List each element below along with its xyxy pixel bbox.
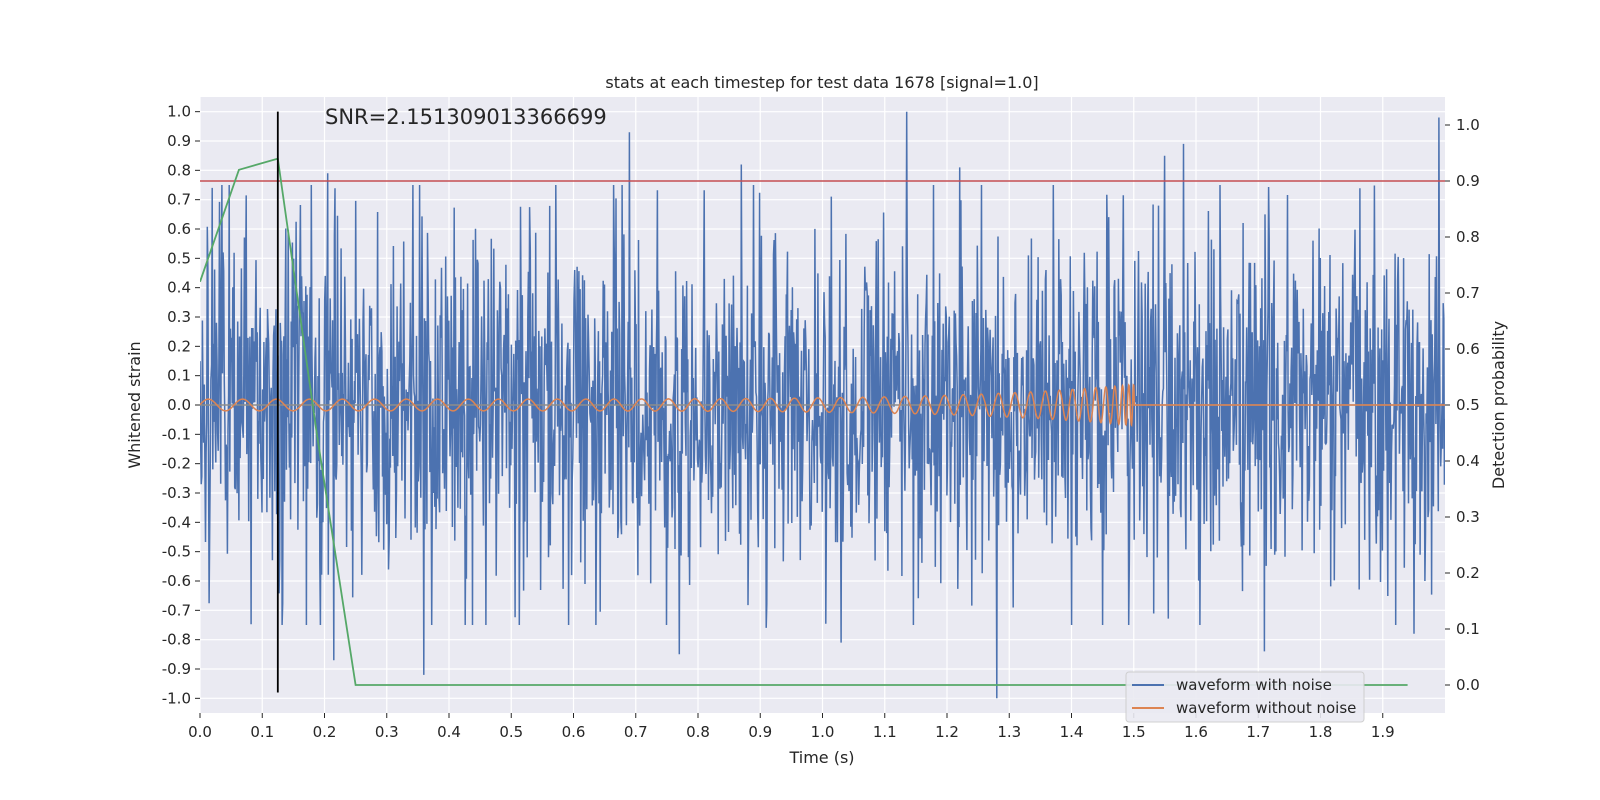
legend: waveform with noise waveform without noi… [1125, 671, 1365, 723]
legend-box [1125, 671, 1365, 723]
legend-label-noise: waveform with noise [1176, 676, 1332, 694]
x-tick-label: 0.2 [313, 723, 337, 741]
y-tick-label: -0.1 [162, 425, 191, 443]
series-waveform-without-noise [200, 383, 1445, 428]
y-axis-ticks: 1.0 0.9 0.8 0.7 0.6 0.5 0.4 0.3 0.2 0.1 0.0 -0.1 -0.… [162, 103, 200, 707]
y-tick-label: -0.3 [162, 484, 191, 502]
x-axis-ticks: 0.0 0.1 0.2 0.3 0.4 0.5 0.6 0.7 0.8 0.9 1.0 1.1 1.2 1… [188, 713, 1395, 741]
y2-tick-label: 0.0 [1456, 676, 1480, 694]
y-tick-label: 0.0 [167, 396, 191, 414]
x-tick-label: 0.9 [748, 723, 772, 741]
y-tick-label: -0.7 [162, 601, 191, 619]
x-tick-label: 1.3 [997, 723, 1021, 741]
y-tick-label: -0.8 [162, 631, 191, 649]
y2-tick-label: 0.9 [1456, 172, 1480, 190]
y2-tick-label: 0.2 [1456, 564, 1480, 582]
y-tick-label: -0.4 [162, 513, 191, 531]
legend-label-clean: waveform without noise [1176, 699, 1356, 717]
x-tick-label: 0.4 [437, 723, 461, 741]
x-tick-label: 1.6 [1184, 723, 1208, 741]
y-tick-label: 0.5 [167, 249, 191, 267]
series-layer [200, 111, 1445, 699]
y-tick-label: 0.2 [167, 337, 191, 355]
snr-annotation: SNR=2.151309013366699 [325, 105, 607, 129]
y-tick-label: 0.4 [167, 279, 191, 297]
x-tick-label: 0.6 [562, 723, 586, 741]
y-tick-label: 0.7 [167, 191, 191, 209]
y-tick-label: 1.0 [167, 103, 191, 121]
chart-title: stats at each timestep for test data 167… [605, 73, 1038, 92]
y2-axis-label: Detection probability [1489, 321, 1508, 489]
series-detection-probability [200, 157, 1408, 686]
y-tick-label: 0.3 [167, 308, 191, 326]
x-tick-label: 1.7 [1246, 723, 1270, 741]
x-tick-label: 1.5 [1122, 723, 1146, 741]
y2-tick-label: 0.3 [1456, 508, 1480, 526]
y2-tick-label: 0.5 [1456, 396, 1480, 414]
y-tick-label: -0.5 [162, 543, 191, 561]
x-tick-label: 1.2 [935, 723, 959, 741]
x-tick-label: 1.9 [1371, 723, 1395, 741]
y-tick-label: 0.1 [167, 367, 191, 385]
y-tick-label: 0.9 [167, 132, 191, 150]
y-tick-label: -0.6 [162, 572, 191, 590]
y2-tick-label: 0.7 [1456, 284, 1480, 302]
x-tick-label: 0.0 [188, 723, 212, 741]
x-tick-label: 1.4 [1060, 723, 1084, 741]
y-axis-label: Whitened strain [125, 341, 144, 468]
x-tick-label: 1.8 [1309, 723, 1333, 741]
y-tick-label: -1.0 [162, 689, 191, 707]
y-tick-label: 0.8 [167, 161, 191, 179]
y-tick-label: -0.2 [162, 455, 191, 473]
x-axis-label: Time (s) [788, 748, 854, 767]
y2-axis-ticks: 1.0 0.9 0.8 0.7 0.6 0.5 0.4 0.3 0.2 0.1 0.0 [1445, 116, 1480, 694]
x-tick-label: 0.5 [499, 723, 523, 741]
x-tick-label: 0.1 [250, 723, 274, 741]
y2-tick-label: 0.6 [1456, 340, 1480, 358]
y2-tick-label: 0.4 [1456, 452, 1480, 470]
x-tick-label: 1.0 [811, 723, 835, 741]
x-tick-label: 0.3 [375, 723, 399, 741]
series-waveform-with-noise [200, 111, 1445, 699]
y2-tick-label: 1.0 [1456, 116, 1480, 134]
x-tick-label: 0.8 [686, 723, 710, 741]
y2-tick-label: 0.1 [1456, 620, 1480, 638]
y-tick-label: -0.9 [162, 660, 191, 678]
y-tick-label: 0.6 [167, 220, 191, 238]
y2-tick-label: 0.8 [1456, 228, 1480, 246]
x-tick-label: 0.7 [624, 723, 648, 741]
x-tick-label: 1.1 [873, 723, 897, 741]
